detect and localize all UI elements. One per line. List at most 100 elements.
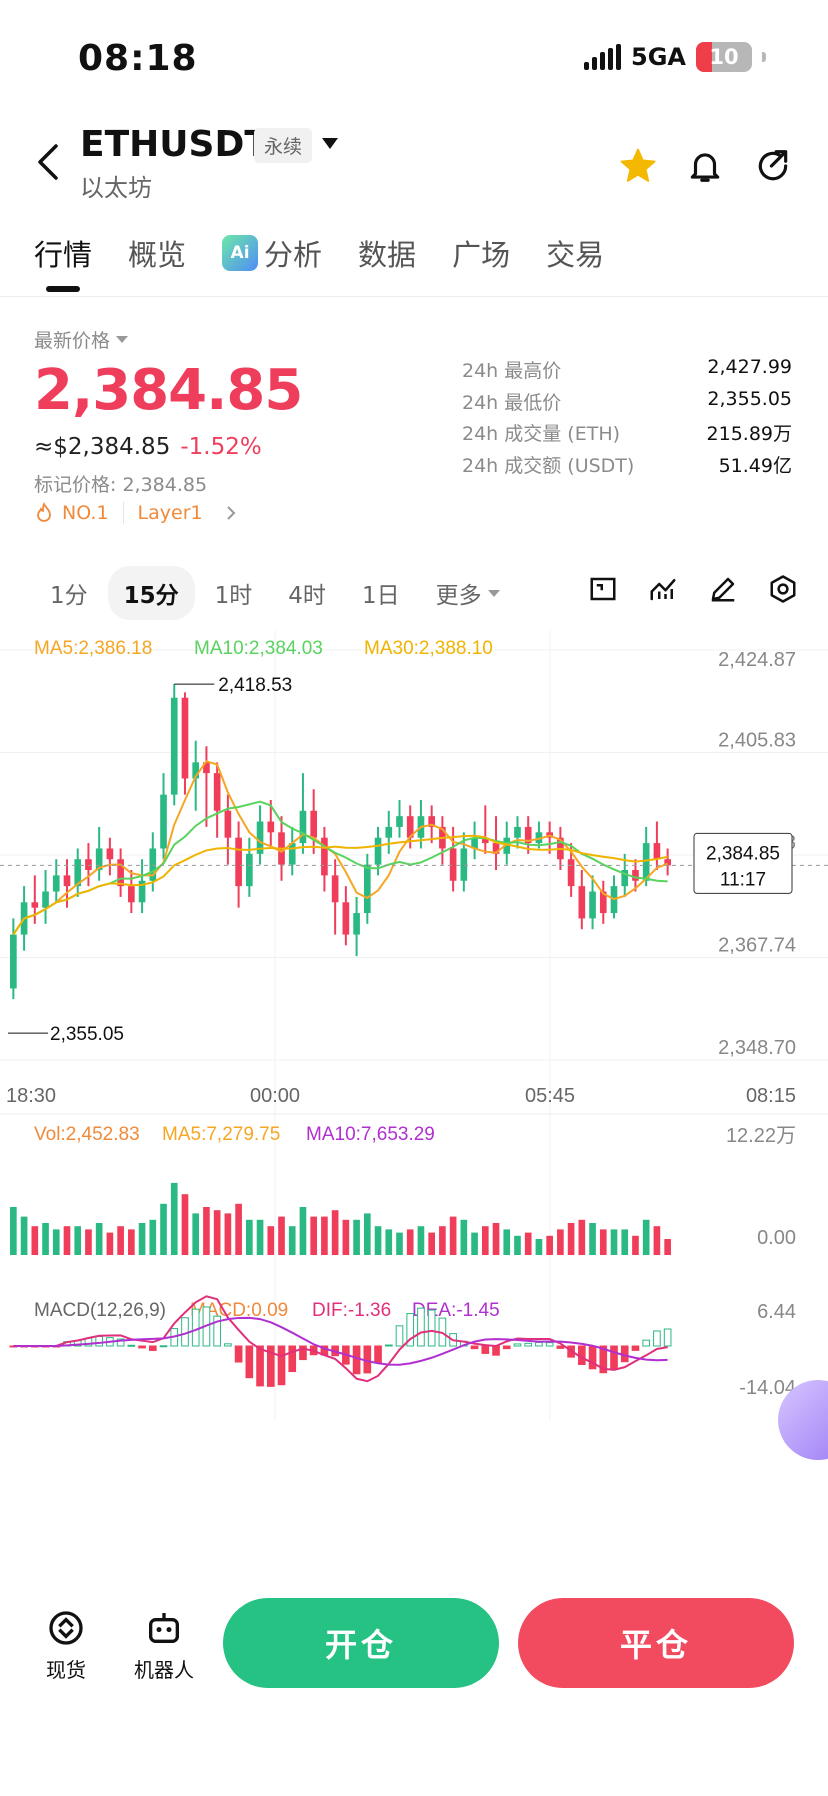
macd-bar (224, 1343, 232, 1347)
candle-body (460, 848, 468, 881)
tabs-divider (0, 296, 828, 297)
volume-bar (449, 1216, 457, 1255)
robot-button[interactable]: 机器人 (134, 1608, 194, 1683)
volume-bar (396, 1232, 403, 1255)
price-label[interactable]: 最新价格 (34, 326, 129, 353)
volume-bar (471, 1232, 478, 1255)
tab-analysis[interactable]: Ai 分析 (222, 232, 322, 274)
volume-zero-label: 0.00 (757, 1227, 796, 1249)
tab-data[interactable]: 数据 (358, 238, 417, 272)
battery-icon: 10 (696, 42, 752, 72)
macd-bar (481, 1345, 490, 1354)
volume-bar (503, 1229, 511, 1255)
ma5-label: MA5:2,386.18 (34, 638, 152, 659)
candle-body (192, 762, 200, 779)
volume-bar (385, 1229, 393, 1255)
volume-bar (642, 1219, 650, 1255)
stat-low: 24h 最低价 2,355.05 (462, 387, 792, 414)
close-position-button[interactable]: 平仓 (518, 1598, 794, 1688)
candle-body (363, 864, 371, 914)
stat-high: 24h 最高价 2,427.99 (462, 356, 792, 382)
candle-body (599, 891, 607, 914)
tab-trade[interactable]: 交易 (546, 238, 605, 272)
network-label: 5GA (631, 43, 686, 71)
volume-bar (128, 1229, 135, 1255)
favorite-star-icon[interactable] (618, 146, 658, 186)
volume-ma5-label: MA5:7,279.75 (162, 1124, 280, 1145)
volume-bar (321, 1216, 328, 1255)
volume-bar (246, 1219, 253, 1255)
high-price-label: 2,418.53 (218, 675, 292, 696)
tag-row[interactable]: NO.1 Layer1 (34, 502, 237, 524)
candle-body (213, 773, 221, 811)
interval-1h[interactable]: 1时 (214, 583, 253, 609)
candle-body (74, 859, 82, 887)
stat-turnover: 24h 成交额 (USDT) 51.49亿 (462, 454, 792, 477)
volume-bar (546, 1235, 553, 1255)
macd-bar (588, 1345, 597, 1370)
spot-swap-icon (49, 1611, 83, 1645)
more-caret-icon (487, 589, 500, 597)
volume-bar (63, 1226, 71, 1255)
candle-body (85, 859, 92, 870)
signal-icon (584, 44, 622, 70)
fullscreen-icon[interactable] (588, 574, 618, 604)
macd-bar (599, 1345, 608, 1374)
volume-bar (331, 1210, 339, 1255)
status-bar-right: 5GA 10 (584, 42, 766, 72)
tab-square[interactable]: 广场 (452, 238, 511, 272)
volume-bar (481, 1226, 489, 1255)
spot-button[interactable]: 现货 (46, 1608, 86, 1683)
y-tick-label: 2,424.87 (718, 649, 796, 671)
contract-type-badge: 永续 (254, 128, 313, 163)
interval-1d[interactable]: 1日 (361, 583, 400, 609)
macd-bar (642, 1339, 651, 1347)
macd-bar (545, 1342, 554, 1347)
interval-more[interactable]: 更多 (420, 566, 516, 620)
symbol-title[interactable]: ETHUSDT (80, 124, 269, 165)
candle-body (203, 762, 210, 774)
volume-bar (460, 1219, 468, 1255)
share-icon[interactable] (754, 146, 792, 186)
robot-icon (149, 1613, 179, 1643)
macd-max-label: 6.44 (757, 1301, 796, 1323)
candle-body (170, 697, 178, 795)
kline-chart[interactable]: 2,424.872,405.832,386.782,367.742,348.70… (0, 630, 828, 1580)
bell-icon[interactable] (686, 146, 724, 186)
interval-4h[interactable]: 4时 (288, 583, 326, 609)
volume-ma10-label: MA10:7,653.29 (306, 1124, 435, 1145)
battery-tip (762, 52, 766, 62)
volume-bar (85, 1229, 92, 1255)
candle-body (342, 902, 350, 935)
symbol-dropdown-icon[interactable] (322, 138, 338, 149)
candle-body (160, 794, 167, 849)
candle-body (471, 837, 478, 849)
dea-label: DEA:-1.45 (412, 1300, 500, 1321)
macd-bar (234, 1345, 243, 1363)
macd-min-label: -14.04 (739, 1377, 796, 1399)
indicator-icon[interactable] (648, 574, 678, 604)
chevron-right-icon (226, 506, 236, 520)
macd-bar (213, 1315, 221, 1347)
macd-bar (374, 1345, 382, 1364)
volume-max-label: 12.22万 (726, 1125, 796, 1147)
tab-overview[interactable]: 概览 (128, 238, 187, 272)
volume-bar (578, 1219, 586, 1255)
candle-body (621, 869, 629, 887)
tab-market[interactable]: 行情 (34, 232, 92, 292)
macd-name-label: MACD(12,26,9) (34, 1300, 166, 1321)
volume-bar (213, 1210, 221, 1255)
chart-settings-icon[interactable] (768, 574, 798, 604)
draw-pen-icon[interactable] (708, 574, 738, 604)
candle-body (653, 843, 661, 860)
back-arrow-icon[interactable] (34, 142, 60, 182)
tag-divider (122, 502, 124, 524)
interval-15m[interactable]: 15分 (107, 566, 195, 620)
candle-body (31, 902, 39, 908)
volume-bar (160, 1203, 167, 1255)
candle-body (63, 875, 71, 887)
open-position-button[interactable]: 开仓 (223, 1598, 499, 1688)
x-tick-label: 00:00 (250, 1085, 300, 1107)
candle-body (224, 810, 232, 838)
interval-1m[interactable]: 1分 (50, 583, 88, 609)
